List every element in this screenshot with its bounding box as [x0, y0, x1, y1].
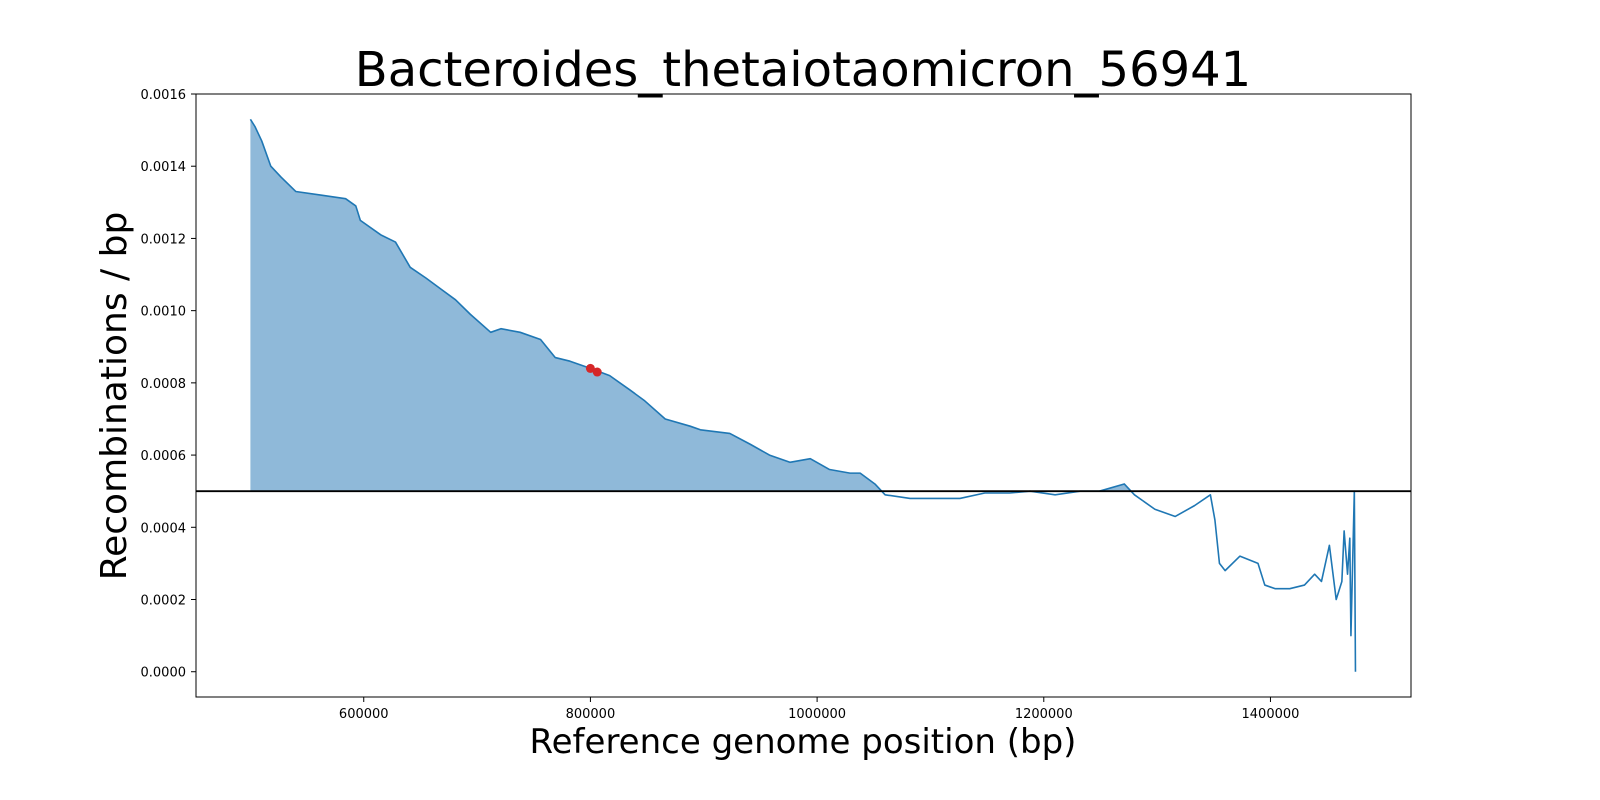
- y-axis-label: Recombinations / bp: [94, 212, 135, 581]
- y-tick-label: 0.0012: [141, 232, 187, 247]
- x-tick-label: 600000: [339, 707, 389, 722]
- highlight-point: [585, 363, 595, 373]
- y-tick-label: 0.0000: [141, 666, 187, 681]
- y-tick-label: 0.0002: [141, 594, 187, 609]
- y-tick-label: 0.0008: [141, 377, 187, 392]
- y-tick-label: 0.0006: [141, 449, 187, 464]
- x-tick-label: 800000: [566, 707, 616, 722]
- y-tick-label: 0.0016: [141, 88, 187, 103]
- y-tick-label: 0.0014: [141, 160, 187, 175]
- area-fill: [250, 119, 1132, 492]
- highlight-point: [592, 367, 602, 377]
- x-tick-label: 1200000: [1015, 707, 1073, 722]
- x-axis-label: Reference genome position (bp): [530, 722, 1077, 762]
- y-tick-label: 0.0010: [141, 305, 187, 320]
- y-tick-label: 0.0004: [141, 521, 187, 536]
- x-tick-label: 1000000: [788, 707, 846, 722]
- line: [249, 118, 1357, 672]
- plot-frame: [195, 93, 1412, 698]
- x-tick-label: 1400000: [1242, 707, 1300, 722]
- chart-title: Bacteroides_thetaiotaomicron_56941: [355, 42, 1251, 98]
